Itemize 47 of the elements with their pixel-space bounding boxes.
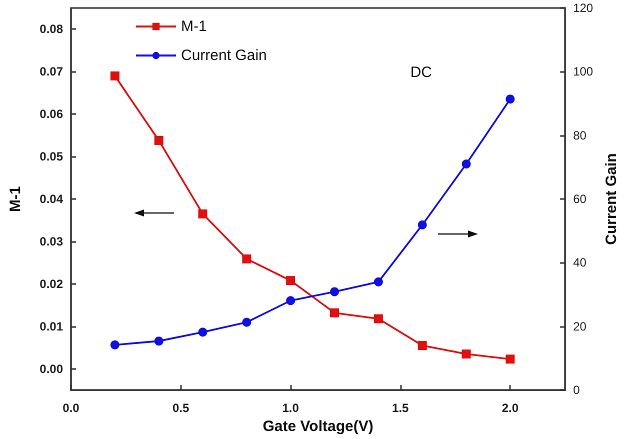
x-tick-label: 0.0 — [62, 401, 80, 416]
point — [242, 254, 252, 264]
y-tick-label: 0.01 — [40, 319, 64, 334]
point — [330, 287, 340, 296]
point — [198, 209, 208, 218]
point — [462, 350, 471, 359]
point — [330, 308, 340, 318]
y-tick-label: 0.08 — [40, 22, 64, 36]
point — [286, 276, 296, 286]
y2-tick-label: 0 — [573, 383, 580, 398]
y2-tick-label: 120 — [573, 1, 594, 15]
x-tick-label: 1.5 — [392, 401, 410, 416]
point — [506, 94, 515, 104]
point — [374, 277, 383, 286]
point — [242, 318, 252, 327]
y-tick-label: 0.05 — [40, 150, 64, 164]
x-axis-title: Gate Voltage(V) — [262, 418, 374, 435]
point — [154, 136, 164, 145]
y-tick-label: 0.07 — [40, 64, 64, 79]
point — [286, 296, 296, 306]
y2-tick-label: 80 — [573, 128, 587, 142]
point — [418, 341, 427, 350]
point — [506, 354, 515, 364]
y2-tick-label: 20 — [573, 319, 587, 334]
x-tick-label: 2.0 — [502, 401, 519, 416]
point — [154, 336, 164, 346]
point — [110, 71, 120, 80]
y-tick-label: 0.02 — [40, 276, 64, 291]
point — [110, 340, 120, 350]
y-axis-title: M-1 — [7, 186, 24, 212]
y2-tick-label: 100 — [573, 64, 594, 79]
y-tick-label: 0.06 — [40, 107, 64, 122]
point — [462, 160, 471, 169]
point — [374, 314, 383, 324]
y-tick-label: 0.00 — [40, 362, 64, 376]
point — [198, 328, 208, 337]
annotation: DC — [410, 64, 432, 81]
y-tick-label: 0.03 — [40, 234, 64, 249]
point — [418, 220, 427, 230]
y2-tick-label: 60 — [573, 192, 587, 206]
y-tick-label: 0.04 — [40, 192, 64, 206]
y2-tick-label: 40 — [573, 256, 587, 270]
x-tick-label: 0.5 — [172, 401, 190, 416]
legend-label: Current Gain — [181, 47, 267, 64]
legend-label: M-1 — [181, 18, 207, 35]
y2-axis-title: Current Gain — [603, 153, 620, 245]
x-tick-label: 1.0 — [282, 401, 300, 416]
